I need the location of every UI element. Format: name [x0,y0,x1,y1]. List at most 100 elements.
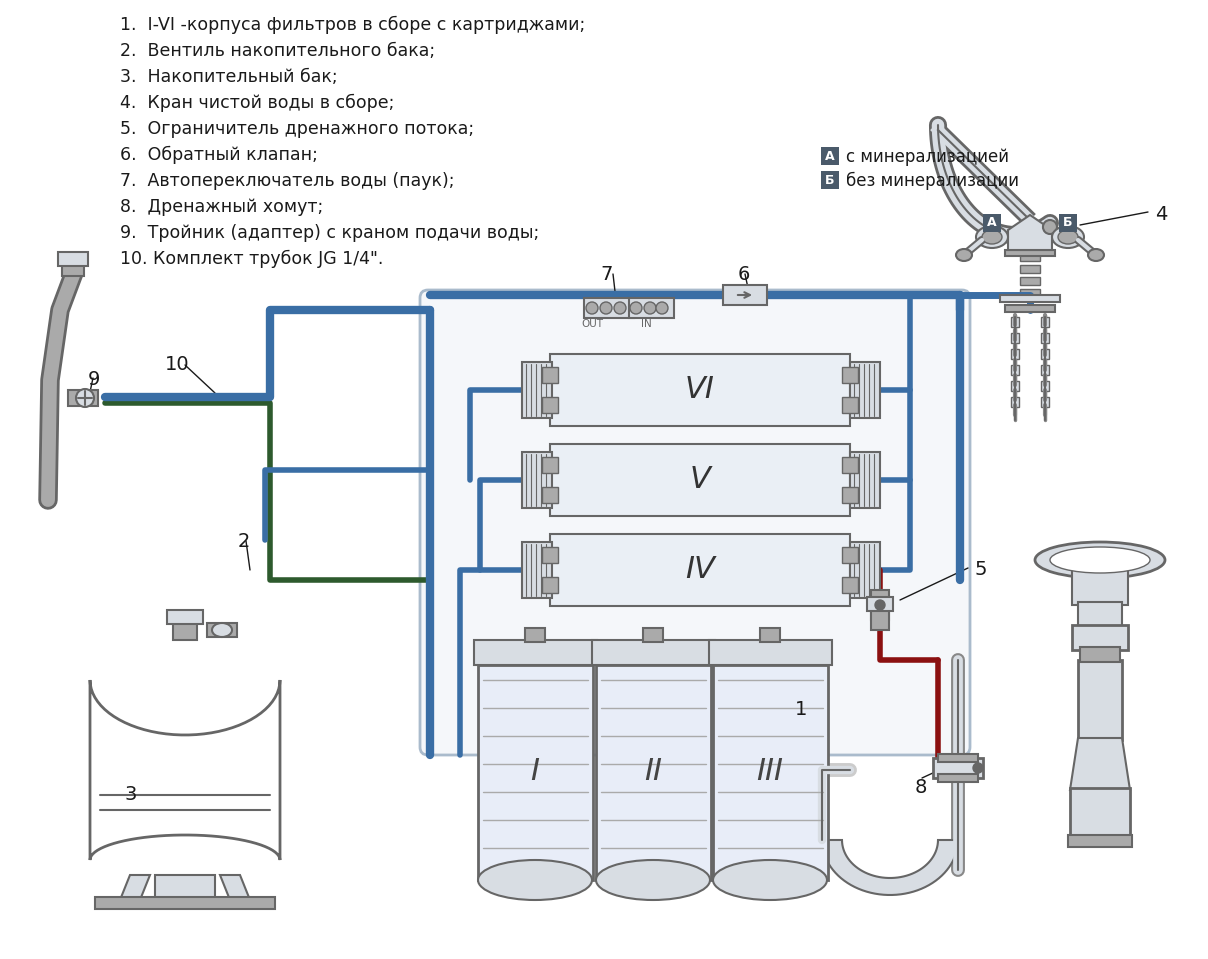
Bar [709,640,832,665]
Bar [542,577,558,593]
Bar [1041,317,1049,327]
Bar [842,547,858,563]
Text: 10: 10 [165,355,190,374]
Ellipse shape [596,860,710,900]
Ellipse shape [76,389,94,407]
Bar [1071,625,1128,650]
Ellipse shape [644,302,656,314]
Bar [850,452,879,508]
Text: 10. Комплект трубок JG 1/4".: 10. Комплект трубок JG 1/4". [120,250,383,269]
Text: III: III [756,758,784,786]
Bar [522,542,552,598]
Bar [760,628,780,642]
Bar [1041,381,1049,391]
Bar [542,367,558,383]
Text: I: I [530,758,540,786]
Ellipse shape [713,860,827,900]
Bar [1041,365,1049,375]
Bar [1041,333,1049,343]
Bar [629,298,674,318]
Bar [68,390,98,406]
Text: 3.  Накопительный бак;: 3. Накопительный бак; [120,68,337,86]
Text: II: II [644,758,662,786]
Bar [1041,397,1049,407]
Text: А: А [987,217,997,229]
Bar [850,542,879,598]
Bar [1078,660,1122,740]
Bar [522,452,552,508]
Text: 1.  I-VI -корпуса фильтров в сборе с картриджами;: 1. I-VI -корпуса фильтров в сборе с карт… [120,16,585,35]
Bar [542,397,558,413]
Bar [1068,835,1132,847]
Bar [1020,289,1040,297]
Bar [596,665,712,880]
Bar [643,628,663,642]
Ellipse shape [614,302,626,314]
Bar [713,665,827,880]
Text: 8.  Дренажный хомут;: 8. Дренажный хомут; [120,198,324,216]
Ellipse shape [1058,230,1078,244]
Bar [592,640,715,665]
Ellipse shape [478,860,592,900]
Bar [1020,253,1040,261]
Ellipse shape [1052,226,1084,248]
Bar [550,444,850,516]
Bar [1020,277,1040,285]
Bar [1020,265,1040,273]
Bar [842,457,858,473]
Bar [478,665,593,880]
Bar [867,597,893,611]
Bar [937,754,978,762]
Bar [1000,295,1059,302]
Bar [842,367,858,383]
Bar [474,640,597,665]
Text: 8: 8 [914,778,928,797]
Ellipse shape [875,600,885,610]
Text: без минерализации: без минерализации [846,172,1020,190]
Bar [842,487,858,503]
Ellipse shape [1043,220,1057,234]
Bar [871,590,889,620]
Text: Б: Б [1063,217,1073,229]
Bar [173,620,197,640]
Text: 6: 6 [738,265,750,284]
Text: 5: 5 [975,560,987,579]
Polygon shape [220,875,250,900]
Bar [1041,349,1049,359]
Bar [155,875,215,900]
Bar [983,214,1001,232]
Text: IN: IN [640,319,651,329]
Bar [542,547,558,563]
Text: 6.  Обратный клапан;: 6. Обратный клапан; [120,146,318,164]
Bar [542,457,558,473]
FancyBboxPatch shape [420,290,970,755]
Bar [1011,365,1020,375]
Bar [1071,570,1128,605]
Text: Б: Б [825,174,835,186]
Ellipse shape [600,302,612,314]
Bar [1070,788,1129,843]
Text: 2.  Вентиль накопительного бака;: 2. Вентиль накопительного бака; [120,42,435,60]
Bar [58,252,88,266]
Bar [1005,250,1055,256]
Bar [1011,397,1020,407]
Ellipse shape [656,302,668,314]
Text: 4.  Кран чистой воды в сборе;: 4. Кран чистой воды в сборе; [120,94,394,112]
Text: V: V [690,465,710,495]
Ellipse shape [211,623,232,637]
Ellipse shape [972,763,983,773]
Bar [821,147,840,165]
Text: А: А [825,150,835,162]
Polygon shape [91,680,280,860]
Bar [542,487,558,503]
Bar [207,623,237,637]
Text: 3: 3 [124,785,138,804]
Bar [850,362,879,418]
Ellipse shape [1050,547,1150,573]
Bar [1011,381,1020,391]
Text: 7.  Автопереключатель воды (паук);: 7. Автопереключатель воды (паук); [120,172,454,190]
Bar [933,758,983,778]
Bar [583,298,634,318]
Bar [522,362,552,418]
Bar [1011,317,1020,327]
